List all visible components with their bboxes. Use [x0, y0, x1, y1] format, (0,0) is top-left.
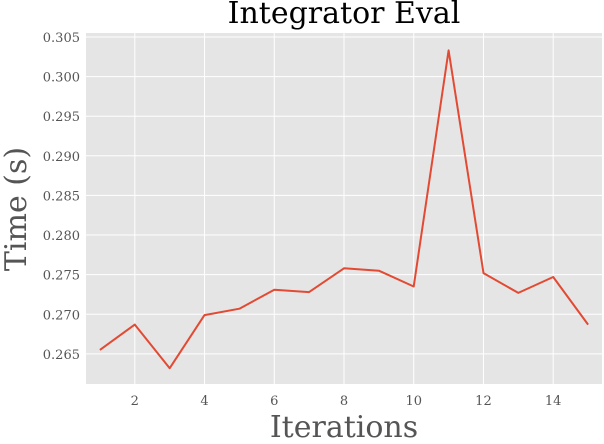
x-tick-label: 10 [405, 394, 422, 409]
x-tick-label: 2 [131, 394, 139, 409]
x-tick-label: 14 [545, 394, 562, 409]
x-axis-label: Iterations [270, 410, 418, 444]
y-axis-label: Time (s) [0, 147, 34, 271]
y-tick-label: 0.270 [43, 308, 80, 323]
y-axis-ticks: 0.265 0.270 0.275 0.280 0.285 0.290 0.295 0.300… [43, 31, 80, 363]
x-tick-label: 4 [200, 394, 208, 409]
x-tick-label: 8 [340, 394, 348, 409]
x-tick-label: 12 [475, 394, 492, 409]
y-tick-label: 0.300 [43, 71, 80, 86]
y-tick-label: 0.290 [43, 150, 80, 165]
y-tick-label: 0.305 [43, 31, 80, 46]
series-line [99, 49, 589, 370]
x-tick-label: 6 [270, 394, 278, 409]
grid-lines [86, 33, 602, 384]
y-tick-label: 0.280 [43, 229, 80, 244]
chart-title: Integrator Eval [228, 0, 461, 31]
y-tick-label: 0.285 [43, 189, 80, 204]
y-tick-label: 0.265 [43, 348, 80, 363]
x-axis-ticks: 2 4 6 8 10 12 14 [131, 394, 562, 409]
y-tick-label: 0.275 [43, 269, 80, 284]
y-tick-label: 0.295 [43, 110, 80, 125]
